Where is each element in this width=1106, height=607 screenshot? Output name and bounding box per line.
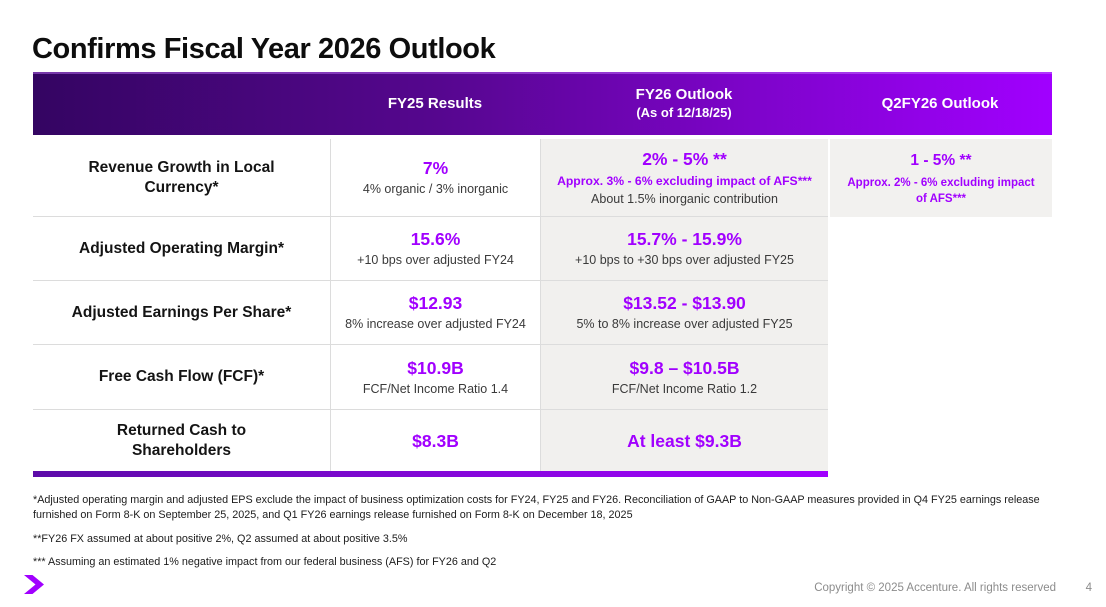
header-fy26-label: FY26 Outlook — [635, 85, 733, 103]
fy26-subtext: About 1.5% inorganic contribution — [591, 191, 778, 206]
table-bottom-accent-bar — [33, 471, 828, 477]
table-row: Free Cash Flow (FCF)* $10.9B FCF/Net Incom… — [33, 345, 1052, 410]
outlook-table: FY25 Results FY26 Outlook (As of 12/18/2… — [33, 72, 1052, 477]
table-body: Revenue Growth in Local Currency* 7% 4% or… — [33, 139, 1052, 471]
metric-label: Free Cash Flow (FCF)* — [98, 368, 265, 385]
fy25-cell: $10.9B FCF/Net Income Ratio 1.4 — [330, 345, 540, 410]
fy26-subtext-purple: Approx. 3% - 6% excluding impact of AFS*… — [557, 173, 812, 188]
page-number: 4 — [1085, 582, 1092, 594]
fy26-cell: At least $9.3B — [540, 410, 828, 471]
q2fy26-cell: 1 - 5% ** Approx. 2% - 6% excluding impac… — [828, 139, 1052, 217]
fy26-cell: 2% - 5% ** Approx. 3% - 6% excluding impa… — [540, 139, 828, 217]
footnote-fx-assumption: **FY26 FX assumed at about positive 2%, … — [33, 533, 408, 545]
fy25-value: $8.3B — [412, 430, 459, 451]
fy26-subtext: +10 bps to +30 bps over adjusted FY25 — [575, 253, 794, 267]
fy26-value: 2% - 5% ** — [642, 148, 727, 169]
metric-label-cell: Returned Cash to Shareholders — [33, 410, 330, 471]
fy25-value: $12.93 — [408, 293, 463, 313]
q2fy26-subtext-purple: Approx. 2% - 6% excluding impact of AFS*… — [847, 176, 1035, 205]
table-row: Adjusted Earnings Per Share* $12.93 8% inc… — [33, 281, 1052, 345]
metric-label: Adjusted Operating Margin* — [79, 239, 284, 257]
fy25-cell: 7% 4% organic / 3% inorganic — [330, 139, 540, 217]
fy25-subtext: 8% increase over adjusted FY24 — [345, 317, 526, 331]
fy25-cell: $12.93 8% increase over adjusted FY24 — [330, 281, 540, 345]
table-header-row: FY25 Results FY26 Outlook (As of 12/18/2… — [33, 72, 1052, 135]
footnote-adjusted-measures: *Adjusted operating margin and adjusted … — [33, 494, 1040, 521]
header-empty-cell — [33, 72, 330, 135]
header-fy26-asof: (As of 12/18/25) — [636, 104, 732, 120]
fy26-value: $13.52 - $13.90 — [623, 293, 746, 313]
footnote-afs-assumption: *** Assuming an estimated 1% negative im… — [33, 555, 497, 568]
fy26-subtext: FCF/Net Income Ratio 1.2 — [611, 381, 758, 396]
fy26-value: At least $9.3B — [627, 430, 742, 451]
metric-label-cell: Free Cash Flow (FCF)* — [33, 345, 330, 410]
q2fy26-cell — [828, 345, 1052, 410]
fy26-subtext: 5% to 8% increase over adjusted FY25 — [576, 317, 793, 331]
metric-label-cell: Adjusted Operating Margin* — [33, 217, 330, 281]
q2fy26-value: 1 - 5% ** — [910, 151, 972, 169]
copyright-notice: Copyright © 2025 Accenture. All rights r… — [814, 582, 1056, 594]
fy25-subtext: 4% organic / 3% inorganic — [362, 182, 509, 196]
header-q2fy26-outlook: Q2FY26 Outlook — [828, 72, 1052, 135]
table-row: Adjusted Operating Margin* 15.6% +10 bps o… — [33, 217, 1052, 281]
header-fy26-outlook: FY26 Outlook (As of 12/18/25) — [540, 72, 828, 135]
fy25-value: $10.9B — [407, 357, 464, 378]
header-q2fy26-label: Q2FY26 Outlook — [881, 94, 999, 112]
footnotes: *Adjusted operating margin and adjusted … — [33, 493, 1085, 569]
table-row: Revenue Growth in Local Currency* 7% 4% or… — [33, 139, 1052, 217]
fy26-value: $9.8 – $10.5B — [629, 357, 740, 378]
accenture-logo-icon — [24, 575, 44, 594]
q2fy26-cell — [828, 410, 1052, 471]
metric-label-cell: Adjusted Earnings Per Share* — [33, 281, 330, 345]
header-fy25-results: FY25 Results — [330, 72, 540, 135]
fy26-cell: 15.7% - 15.9% +10 bps to +30 bps over adj… — [540, 217, 828, 281]
fy26-cell: $13.52 - $13.90 5% to 8% increase over ad… — [540, 281, 828, 345]
page-title: Confirms Fiscal Year 2026 Outlook — [32, 33, 496, 66]
header-fy25-label: FY25 Results — [387, 94, 483, 112]
fy25-subtext: FCF/Net Income Ratio 1.4 — [362, 381, 509, 396]
fy26-value: 15.7% - 15.9% — [627, 229, 742, 249]
fy25-cell: 15.6% +10 bps over adjusted FY24 — [330, 217, 540, 281]
table-row: Returned Cash to Shareholders $8.3B At lea… — [33, 410, 1052, 471]
fy25-value: 7% — [422, 158, 449, 178]
metric-label: Returned Cash to Shareholders — [116, 421, 247, 459]
metric-label: Revenue Growth in Local Currency* — [88, 158, 275, 196]
fy25-value: 15.6% — [410, 229, 461, 249]
metric-label: Adjusted Earnings Per Share* — [71, 303, 292, 321]
q2fy26-cell — [828, 217, 1052, 281]
fy25-cell: $8.3B — [330, 410, 540, 471]
metric-label-cell: Revenue Growth in Local Currency* — [33, 139, 330, 217]
q2fy26-cell — [828, 281, 1052, 345]
fy26-cell: $9.8 – $10.5B FCF/Net Income Ratio 1.2 — [540, 345, 828, 410]
fy25-subtext: +10 bps over adjusted FY24 — [357, 253, 514, 267]
